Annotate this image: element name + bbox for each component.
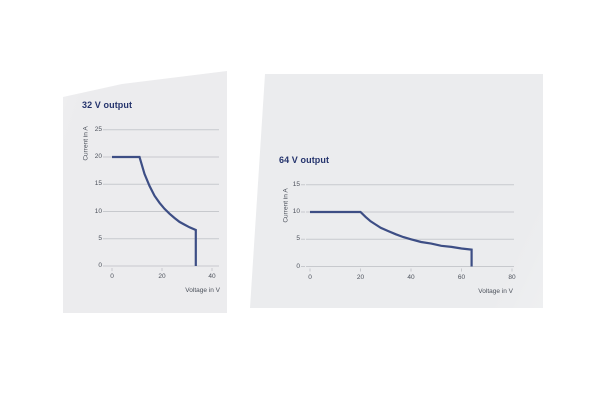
x-tick-label-60: 60: [457, 274, 466, 281]
y-tick-label-20: 20: [94, 153, 102, 160]
y-tick-label-10: 10: [292, 208, 300, 215]
y-tick-label-25: 25: [94, 125, 102, 133]
y-tick-label-5: 5: [296, 235, 300, 243]
y-tick-label-5: 5: [98, 234, 102, 242]
chart-64v-x-axis-label: Voltage in V: [478, 288, 513, 295]
x-tick-label-80: 80: [508, 274, 516, 281]
y-tick-label-0: 0: [296, 262, 300, 270]
chart-64v-y-axis-label: Current in A: [282, 188, 290, 223]
x-tick-label-20: 20: [356, 274, 365, 281]
y-tick-label-15: 15: [94, 180, 102, 188]
y-tick-label-15: 15: [292, 180, 300, 188]
x-tick-label-40: 40: [208, 273, 216, 280]
chart-32v-x-axis-label: Voltage in V: [185, 287, 220, 294]
64v-output-characteristic-curve: [310, 210, 473, 267]
x-tick-label-20: 20: [158, 273, 166, 280]
y-tick-label-10: 10: [94, 207, 102, 215]
x-tick-label-40: 40: [407, 274, 415, 281]
chart-64v-title: 64 V output: [279, 155, 330, 165]
x-tick-label-0: 0: [308, 274, 312, 281]
32v-output-characteristic-curve: [112, 155, 197, 266]
x-tick-label-0: 0: [110, 273, 114, 280]
chart-32v-title: 32 V output: [82, 100, 133, 110]
y-tick-label-0: 0: [98, 262, 102, 269]
